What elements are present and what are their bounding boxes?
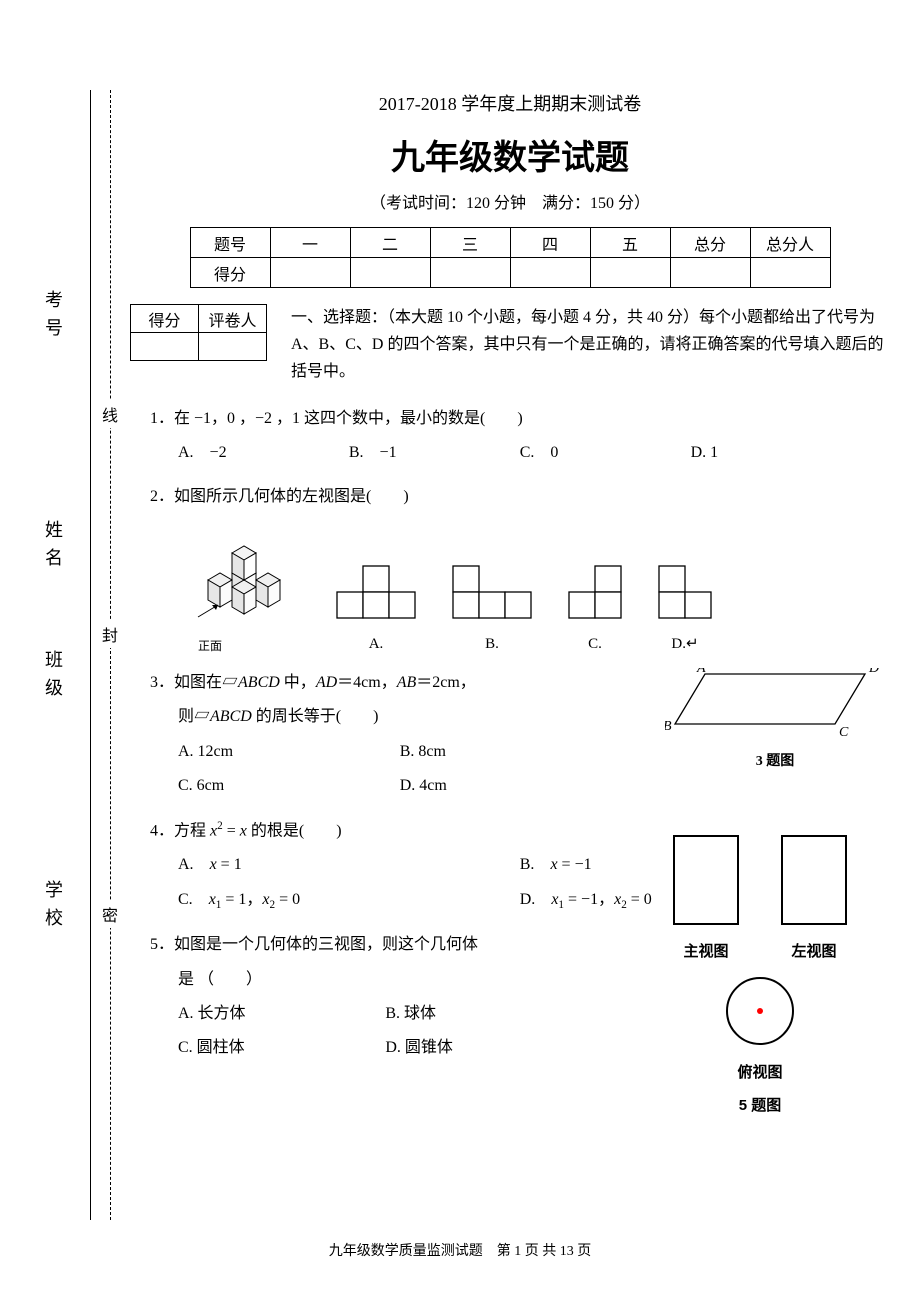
q2-opt-a: A.: [336, 565, 416, 658]
svg-text:D: D: [868, 668, 879, 676]
cell: 总分人: [750, 228, 830, 258]
table-row: 得分 评卷人: [131, 305, 267, 333]
q5-caption: 5 题图: [630, 1092, 890, 1121]
cell: 五: [590, 228, 670, 258]
q5-opt-b: B. 球体: [385, 999, 592, 1029]
binding-label-examno: 考号: [40, 290, 66, 346]
parallelogram-icon: A D B C: [665, 668, 885, 738]
q1-opt-a: A. −2: [178, 438, 349, 468]
table-row: 题号 一 二 三 四 五 总分 总分人: [190, 228, 830, 258]
q2-solid: 正面: [190, 525, 300, 658]
q3-caption: 3 题图: [660, 749, 890, 776]
question-5: 5．如图是一个几何体的三视图，则这个几何体 是 （ ） A. 长方体 B. 球体…: [150, 834, 890, 1120]
binding-label-name: 姓名: [40, 520, 66, 576]
cube-stack-icon: [190, 525, 300, 625]
q3-opt-d: D. 4cm: [400, 771, 622, 801]
q3-opt-b: B. 8cm: [400, 737, 622, 767]
rect-icon: [780, 834, 848, 926]
subtitle: 2017-2018 学年度上期期末测试卷: [130, 90, 890, 116]
table-row: 得分: [190, 258, 830, 288]
section1-instructions: 一、选择题：（本大题 10 个小题，每小题 4 分，共 40 分）每个小题都给出…: [291, 304, 890, 386]
q2-stem: 2．如图所示几何体的左视图是( ): [150, 482, 890, 512]
rect-icon: [672, 834, 740, 926]
q5-front-view: 主视图: [672, 834, 740, 966]
q2-opt-c: C.: [568, 565, 622, 658]
cell: 总分: [670, 228, 750, 258]
cell: 评卷人: [199, 305, 267, 333]
view-c-icon: [568, 565, 622, 619]
q5-stem-b: 是 （ ）: [178, 965, 610, 995]
q5-stem-a: 5．如图是一个几何体的三视图，则这个几何体: [150, 930, 610, 960]
q1-opt-c: C. 0: [520, 438, 691, 468]
svg-text:A: A: [696, 668, 706, 676]
view-a-icon: [336, 565, 416, 619]
binding-dash-char-xian: 线: [102, 400, 118, 428]
cell: 三: [430, 228, 510, 258]
q3-opt-c: C. 6cm: [178, 771, 400, 801]
circle-icon: [723, 974, 797, 1048]
q2-opt-d: D.↵: [658, 565, 712, 658]
binding-label-class: 班级: [40, 650, 66, 706]
q2-opt-b: B.: [452, 565, 532, 658]
view-d-icon: [658, 565, 712, 619]
binding-dash-char-mi: 密: [102, 900, 118, 928]
cell: 题号: [190, 228, 270, 258]
q5-opt-d: D. 圆锥体: [385, 1033, 592, 1063]
q3-stem-b: 则▱ABCD 的周长等于( ): [178, 708, 378, 725]
cell: 得分: [190, 258, 270, 288]
q1-opt-b: B. −1: [349, 438, 520, 468]
view-b-icon: [452, 565, 532, 619]
score-table: 题号 一 二 三 四 五 总分 总分人 得分: [190, 227, 831, 288]
binding-dashed-line: [110, 90, 111, 1220]
q5-opt-a: A. 长方体: [178, 999, 385, 1029]
q1-opt-d: D. 1: [691, 438, 862, 468]
q1-stem: 1．在 −1，0 ，−2 ，1 这四个数中，最小的数是( ): [150, 404, 890, 434]
q5-top-view: 俯视图: [630, 974, 890, 1088]
q3-stem-a: 3．如图在▱ABCD 中，AD＝4cm，AB＝2cm，: [150, 674, 476, 691]
page-footer: 九年级数学质量监测试题 第 1 页 共 13 页: [0, 1240, 920, 1260]
cell: 二: [350, 228, 430, 258]
binding-solid-line: [90, 90, 91, 1220]
q3-opt-a: A. 12cm: [178, 737, 400, 767]
q5-left-view: 左视图: [780, 834, 848, 966]
question-1: 1．在 −1，0 ，−2 ，1 这四个数中，最小的数是( ) A. −2 B. …: [150, 404, 890, 473]
page-content: 2017-2018 学年度上期期末测试卷 九年级数学试题 （考试时间：120 分…: [130, 90, 890, 1124]
grader-table: 得分 评卷人: [130, 304, 267, 361]
title: 九年级数学试题: [130, 130, 890, 179]
svg-text:B: B: [665, 719, 672, 734]
cell: 一: [270, 228, 350, 258]
cell: 得分: [131, 305, 199, 333]
table-row: [131, 333, 267, 361]
question-2: 2．如图所示几何体的左视图是( ) 正面 A. B. C. D.↵: [150, 482, 890, 658]
binding-label-school: 学校: [40, 880, 66, 936]
q5-opt-c: C. 圆柱体: [178, 1033, 385, 1063]
binding-margin: 考号 姓名 班级 学校 线 封 密: [20, 90, 120, 1220]
q2-front-label: 正面: [198, 635, 300, 658]
cell: 四: [510, 228, 590, 258]
exam-info: （考试时间：120 分钟 满分：150 分）: [130, 189, 890, 213]
svg-text:C: C: [839, 725, 849, 738]
question-3: 3．如图在▱ABCD 中，AD＝4cm，AB＝2cm， 则▱ABCD 的周长等于…: [150, 668, 890, 806]
binding-dash-char-feng: 封: [102, 620, 118, 648]
